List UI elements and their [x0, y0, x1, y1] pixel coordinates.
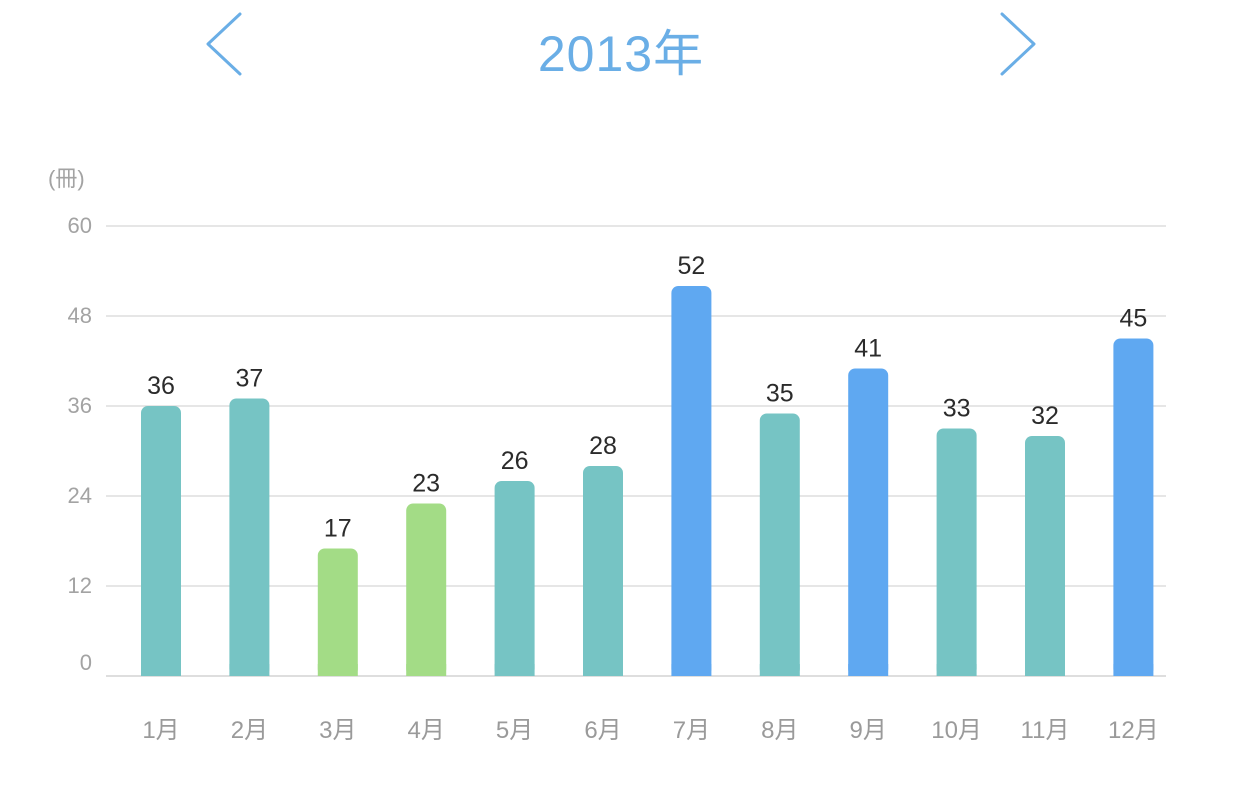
y-tick-label: 48 [68, 303, 92, 328]
data-label: 28 [589, 432, 617, 460]
data-label: 36 [147, 372, 175, 400]
data-label: 23 [412, 470, 440, 498]
next-year-button[interactable] [986, 10, 1046, 80]
bar-shape [1025, 436, 1065, 676]
bars [141, 286, 1154, 676]
x-tick-label: 3月 [319, 717, 356, 744]
y-tick-label: 12 [68, 573, 92, 598]
data-label: 52 [677, 252, 705, 280]
x-tick-label: 8月 [761, 717, 798, 744]
y-tick-label: 0 [80, 650, 92, 675]
x-tick-label: 7月 [673, 717, 710, 744]
bar [317, 548, 358, 676]
chevron-right-icon [1000, 12, 1036, 76]
bar-shape [141, 406, 181, 676]
bar-shape [406, 503, 447, 676]
x-tick-label: 6月 [584, 717, 621, 744]
x-tick-label: 12月 [1108, 717, 1159, 744]
bar [759, 413, 800, 676]
x-tick-label: 4月 [408, 717, 445, 744]
x-tick-label: 1月 [142, 717, 179, 744]
x-tick-label: 11月 [1021, 717, 1070, 744]
bar [141, 406, 181, 676]
bar-base [1113, 664, 1154, 676]
data-label: 33 [943, 395, 971, 423]
data-label: 17 [324, 515, 352, 543]
bar-base [494, 664, 535, 676]
bar [1113, 338, 1154, 676]
bar [406, 503, 447, 676]
data-label: 45 [1119, 305, 1147, 333]
bar-shape [759, 413, 800, 676]
year-title: 2013年 [537, 26, 705, 82]
data-label: 37 [235, 365, 263, 393]
bar-base [141, 664, 181, 676]
bar-base [406, 664, 447, 676]
bar [1025, 436, 1065, 676]
data-labels: 36 37 17 23 26 28 52 35 41 33 32 45 [147, 252, 1147, 543]
bar-shape [494, 481, 535, 676]
data-label: 35 [766, 380, 794, 408]
bar-base [936, 664, 977, 676]
x-tick-label: 10月 [931, 717, 982, 744]
bar [936, 428, 977, 676]
bar [583, 466, 623, 676]
y-axis-unit-label: (冊) [48, 166, 85, 191]
previous-year-button[interactable] [196, 10, 256, 80]
bar-base [1025, 664, 1065, 676]
bar-shape [671, 286, 712, 676]
bar-shape [583, 466, 623, 676]
bar-base [229, 664, 270, 676]
gridlines [106, 225, 1166, 677]
x-tick-label: 9月 [850, 717, 887, 744]
bar [848, 368, 889, 676]
data-label: 32 [1031, 402, 1059, 430]
bar-base [671, 664, 712, 676]
bar-shape [1113, 338, 1154, 676]
bar-shape [229, 398, 270, 676]
y-axis-ticks: 0 12 24 36 48 60 [68, 213, 92, 675]
x-axis-ticks: 1月 2月 3月 4月 5月 6月 7月 8月 9月 10月 11月 12月 [142, 717, 1158, 744]
bar [229, 398, 270, 676]
x-tick-label: 5月 [496, 717, 533, 744]
chevron-left-icon [206, 12, 242, 76]
y-tick-label: 60 [68, 213, 92, 238]
chart-header: 2013年 [0, 0, 1242, 100]
bar-shape [848, 368, 889, 676]
bar-base [759, 664, 800, 676]
y-tick-label: 24 [68, 483, 92, 508]
bar [671, 286, 712, 676]
x-tick-label: 2月 [231, 717, 268, 744]
bar-base [583, 664, 623, 676]
data-label: 41 [854, 335, 882, 363]
bar-base [848, 664, 889, 676]
data-label: 26 [501, 447, 529, 475]
y-tick-label: 36 [68, 393, 92, 418]
bar-base [317, 664, 358, 676]
bar-shape [936, 428, 977, 676]
bar [494, 481, 535, 676]
bar-shape [317, 548, 358, 676]
